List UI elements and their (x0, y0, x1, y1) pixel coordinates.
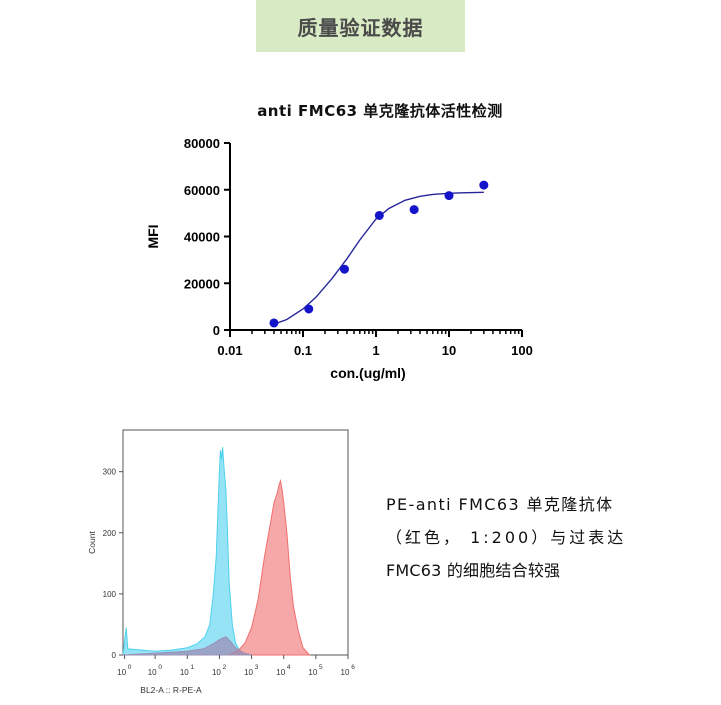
result-description: PE-anti FMC63 单克隆抗体 （红色， 1:200）与过表达 FMC6… (386, 488, 654, 587)
dose-response-chart-title: anti FMC63 单克隆抗体活性检测 (257, 102, 503, 120)
y-tick-label: 20000 (184, 276, 220, 291)
x-tick-label: 100 (511, 343, 533, 358)
x-tick-exponent: 3 (255, 664, 259, 671)
x-tick-exponent: 6 (351, 664, 355, 671)
data-point (339, 264, 349, 274)
description-line-3: FMC63 的细胞结合较强 (386, 561, 561, 580)
x-tick-label: 10 (148, 668, 157, 677)
y-tick-label: 200 (103, 529, 117, 538)
x-tick-label: 10 (276, 668, 285, 677)
x-tick-label: 10 (117, 668, 126, 677)
description-line-2: （红色， 1:200）与过表达 (386, 528, 627, 547)
data-point (374, 210, 384, 220)
dose-response-chart: 0 20000 40000 60000 80000 0.01 0.1 1 10 100 MFI con… (145, 136, 533, 381)
histogram-series-1 (122, 447, 252, 656)
x-tick-exponent: 1 (190, 664, 194, 671)
x-tick-exponent: 0 (158, 664, 162, 671)
data-point (269, 318, 279, 328)
data-point (479, 180, 489, 190)
y-tick-label: 100 (103, 590, 117, 599)
plot-frame (122, 429, 349, 656)
x-tick-label: 10 (244, 668, 253, 677)
y-tick-label: 60000 (184, 183, 220, 198)
x-tick-label: 1 (372, 343, 379, 358)
y-tick-label: 40000 (184, 230, 220, 245)
histogram-series-2 (228, 478, 311, 656)
histogram-series-3 (122, 636, 252, 656)
x-tick-label: 10 (341, 668, 350, 677)
x-axis-label: con.(ug/ml) (330, 365, 405, 381)
y-axis-label: Count (87, 531, 97, 554)
x-tick-exponent: 0 (128, 664, 132, 671)
section-banner: 质量验证数据 (256, 0, 465, 52)
x-tick-label: 10 (180, 668, 189, 677)
y-tick-label: 80000 (184, 136, 220, 151)
y-axis-label: MFI (145, 224, 161, 248)
x-tick-exponent: 2 (223, 664, 227, 671)
x-tick-label: 0.01 (217, 343, 242, 358)
x-tick-label: 10 (442, 343, 456, 358)
x-tick-label: 0.1 (294, 343, 312, 358)
flow-histogram-chart: 0100200300100100101102103104105106CountB… (87, 429, 355, 695)
x-tick-exponent: 4 (287, 664, 291, 671)
x-axis-label: BL2-A :: R-PE-A (140, 685, 202, 695)
data-point (304, 304, 314, 314)
banner-text: 质量验证数据 (297, 15, 424, 40)
y-tick-label: 0 (112, 651, 117, 660)
x-tick-exponent: 5 (319, 664, 323, 671)
x-tick-label: 10 (308, 668, 317, 677)
x-tick-label: 10 (212, 668, 221, 677)
description-line-1: PE-anti FMC63 单克隆抗体 (386, 495, 614, 514)
y-tick-label: 0 (213, 323, 220, 338)
y-tick-label: 300 (103, 468, 117, 477)
data-point (444, 191, 454, 201)
data-point (409, 205, 419, 215)
